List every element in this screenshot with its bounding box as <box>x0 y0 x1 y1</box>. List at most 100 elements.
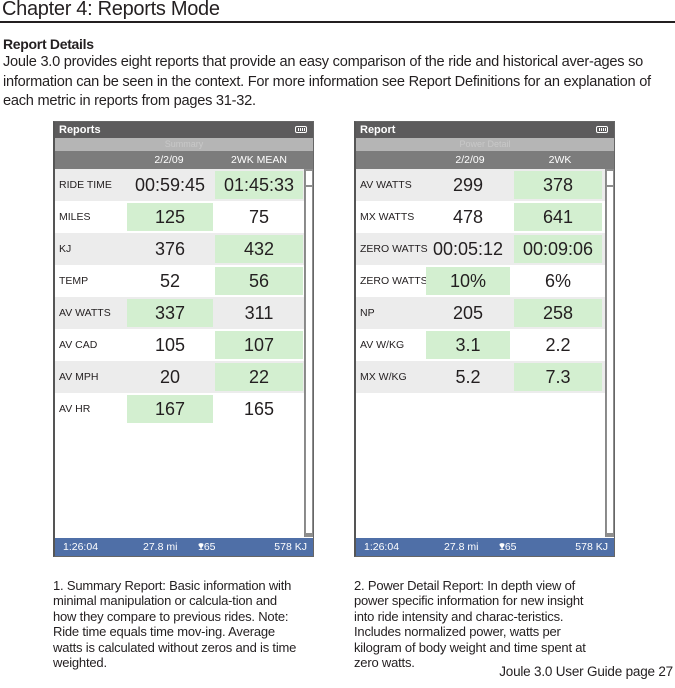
row-value-current: 10% <box>426 267 510 295</box>
section-title: Report Details <box>3 36 94 52</box>
row-label: RIDE TIME <box>59 179 112 191</box>
scroll-track <box>306 187 312 533</box>
row-label: AV WATTS <box>59 307 111 319</box>
row-value-mean: 311 <box>244 302 274 323</box>
row-value-mean: 00:09:06 <box>514 235 602 263</box>
table-row: TEMP 52 56 <box>55 265 313 297</box>
report-subtitle: Summary <box>55 138 313 151</box>
power-detail-caption: 2. Power Detail Report: In depth view of… <box>354 578 586 671</box>
chapter-title: Chapter 4: Reports Mode <box>2 0 220 20</box>
table-row: AV HR 167 165 <box>55 393 313 425</box>
header-rule <box>0 21 675 23</box>
status-time: 1:26:04 <box>364 541 400 553</box>
table-row: KJ 376 432 <box>55 233 313 265</box>
status-time: 1:26:04 <box>63 541 99 553</box>
row-value-current: 20 <box>159 366 181 387</box>
intro-paragraph: Joule 3.0 provides eight reports that pr… <box>3 54 651 109</box>
row-value-current: 478 <box>452 206 484 227</box>
power-detail-report-screen: Report Power Detail 2/2/09 2WK AV WATTS … <box>354 121 615 557</box>
column-header: 2/2/09 2WK MEAN <box>55 151 313 169</box>
row-value-current: 337 <box>127 299 213 327</box>
column-mean: 2WK <box>548 154 572 166</box>
table-row: NP 205 258 <box>356 297 614 329</box>
status-bar: 1:26:04 27.8 mi ♥ 165 578 KJ <box>55 538 313 556</box>
row-label: MX W/KG <box>360 371 407 383</box>
row-value-mean: 432 <box>215 235 303 263</box>
scroll-thumb[interactable] <box>607 171 613 185</box>
row-value-current: 125 <box>127 203 213 231</box>
table-row: AV WATTS 337 311 <box>55 297 313 329</box>
row-value-mean: 75 <box>248 206 270 227</box>
row-value-current: 205 <box>452 302 484 323</box>
row-value-mean: 378 <box>514 171 602 199</box>
status-distance: 27.8 mi <box>143 541 178 553</box>
row-value-mean: 165 <box>243 398 275 419</box>
row-value-mean: 7.3 <box>514 363 602 391</box>
column-header: 2/2/09 2WK <box>356 151 614 169</box>
row-value-current: 299 <box>452 174 484 195</box>
row-value-mean: 22 <box>215 363 303 391</box>
row-value-current: 00:05:12 <box>432 238 504 259</box>
row-value-current: 105 <box>154 334 186 355</box>
table-row: ZERO WATTS 10% 6% <box>356 265 614 297</box>
row-label: MILES <box>59 211 91 223</box>
column-date: 2/2/09 <box>154 154 184 166</box>
table-row: AV CAD 105 107 <box>55 329 313 361</box>
row-label: MX WATTS <box>360 211 415 223</box>
row-label: NP <box>360 307 375 319</box>
battery-icon <box>295 126 307 133</box>
row-label: ZERO WATTS <box>360 243 428 255</box>
table-row: ZERO WATTS 00:05:12 00:09:06 <box>356 233 614 265</box>
status-energy: 578 KJ <box>274 541 307 553</box>
table-row: AV W/KG 3.1 2.2 <box>356 329 614 361</box>
row-label: AV CAD <box>59 339 98 351</box>
report-subtitle: Power Detail <box>356 138 614 151</box>
status-hr-value: 165 <box>198 541 216 553</box>
screen-title: Reports <box>59 124 101 136</box>
column-mean: 2WK MEAN <box>230 154 287 166</box>
summary-report-caption: 1. Summary Report: Basic information wit… <box>53 578 297 671</box>
row-value-mean: 107 <box>215 331 303 359</box>
row-label: AV W/KG <box>360 339 405 351</box>
column-date: 2/2/09 <box>455 154 485 166</box>
row-value-current: 52 <box>159 270 181 291</box>
heart-icon: ♥ <box>499 541 505 552</box>
scroll-thumb[interactable] <box>306 171 312 185</box>
row-value-mean: 56 <box>215 267 303 295</box>
row-label: AV WATTS <box>360 179 412 191</box>
table-row: MILES 125 75 <box>55 201 313 233</box>
screen-title-bar: Reports <box>55 122 313 138</box>
row-value-current: 167 <box>127 395 213 423</box>
status-bar: 1:26:04 27.8 mi ♥ 165 578 KJ <box>356 538 614 556</box>
row-label: ZERO WATTS <box>360 275 428 287</box>
row-label: AV HR <box>59 403 91 415</box>
report-rows: AV WATTS 299 378 MX WATTS 478 641 ZERO W… <box>356 169 614 393</box>
row-value-mean: 641 <box>514 203 602 231</box>
table-row: MX W/KG 5.2 7.3 <box>356 361 614 393</box>
report-rows: RIDE TIME 00:59:45 01:45:33 MILES 125 75… <box>55 169 313 425</box>
scroll-track <box>607 187 613 533</box>
row-value-current: 3.1 <box>426 331 510 359</box>
status-energy: 578 KJ <box>575 541 608 553</box>
row-value-mean: 258 <box>514 299 602 327</box>
row-value-mean: 01:45:33 <box>215 171 303 199</box>
row-value-mean: 6% <box>544 270 571 291</box>
page-footer: Joule 3.0 User Guide page 27 <box>499 664 673 679</box>
row-value-current: 00:59:45 <box>134 174 206 195</box>
status-distance: 27.8 mi <box>444 541 479 553</box>
screen-title: Report <box>360 124 396 136</box>
status-hr-value: 165 <box>499 541 517 553</box>
row-value-mean: 2.2 <box>545 334 571 355</box>
table-row: MX WATTS 478 641 <box>356 201 614 233</box>
table-row: AV WATTS 299 378 <box>356 169 614 201</box>
battery-icon <box>596 126 608 133</box>
scrollbar[interactable] <box>304 169 313 537</box>
row-label: AV MPH <box>59 371 99 383</box>
row-value-current: 376 <box>154 238 186 259</box>
table-row: RIDE TIME 00:59:45 01:45:33 <box>55 169 313 201</box>
summary-report-screen: Reports Summary 2/2/09 2WK MEAN RIDE TIM… <box>53 121 314 557</box>
table-row: AV MPH 20 22 <box>55 361 313 393</box>
heart-icon: ♥ <box>198 541 204 552</box>
scrollbar[interactable] <box>605 169 614 537</box>
row-label: TEMP <box>59 275 89 287</box>
